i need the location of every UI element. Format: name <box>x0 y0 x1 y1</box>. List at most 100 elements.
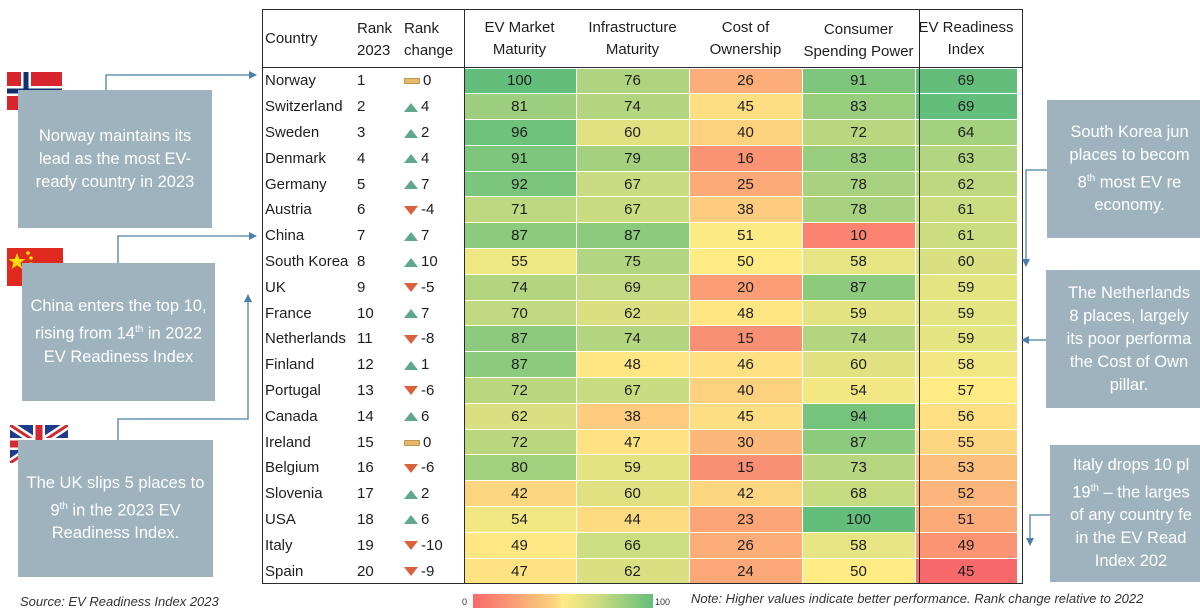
rank-change-value: -10 <box>421 536 443 554</box>
rank-change-cell: 0 <box>399 68 463 94</box>
callout-south-korea: South Korea jun places to becom 8th most… <box>1047 100 1200 238</box>
score-cell-infrastructure: 69 <box>575 273 690 301</box>
index-cell: 55 <box>914 428 1018 456</box>
score-cell-cost: 15 <box>688 454 803 482</box>
index-cell: 53 <box>914 454 1018 482</box>
country-cell: Ireland <box>265 433 311 451</box>
score-cell-infrastructure: 75 <box>575 248 690 275</box>
score-cell-infrastructure: 67 <box>575 170 690 198</box>
table-row: Austria 6 -4 71 67 38 78 61 <box>262 196 1018 224</box>
score-cell-spending: 83 <box>801 93 916 121</box>
score-cell-spending: 83 <box>801 144 916 172</box>
rank-cell: 1 <box>357 72 366 90</box>
index-cell: 62 <box>914 170 1018 198</box>
country-cell: USA <box>265 510 296 528</box>
country-cell: Italy <box>265 536 293 554</box>
index-cell: 63 <box>914 144 1018 172</box>
callout-norway-text: Norway maintains its lead as the most EV… <box>35 126 195 191</box>
score-cell-cost: 15 <box>688 325 803 353</box>
connector-italy <box>1026 514 1050 546</box>
rank-change-value: -9 <box>421 562 435 580</box>
index-cell: 59 <box>914 325 1018 353</box>
index-cell: 61 <box>914 196 1018 224</box>
score-cell-cost: 42 <box>688 480 803 508</box>
table-row: Norway 1 0 100 76 26 91 69 <box>262 67 1018 95</box>
score-cell-spending: 10 <box>801 222 916 250</box>
table-row: France 10 7 70 62 48 59 59 <box>262 299 1018 327</box>
rank-change-cell: 7 <box>399 300 463 326</box>
callout-italy-text: Italy drops 10 pl 19th – the larges of a… <box>1050 454 1200 574</box>
score-cell-cost: 24 <box>688 557 803 585</box>
header-ev-readiness-index: EV Readiness Index <box>918 19 1014 59</box>
callout-south-korea-line2: places to becom <box>1069 145 1190 164</box>
score-cell-cost: 30 <box>688 428 803 456</box>
score-cell-ev-market: 87 <box>462 351 577 379</box>
rank-change-value: -5 <box>421 278 435 296</box>
table-row: Slovenia 17 2 42 60 42 68 52 <box>262 480 1018 508</box>
table-row: Netherlands 11 -8 87 74 15 74 59 <box>262 325 1018 353</box>
score-cell-infrastructure: 44 <box>575 506 690 533</box>
table-row: Ireland 15 0 72 47 30 87 55 <box>262 428 1018 456</box>
country-cell: China <box>265 227 305 245</box>
score-cell-infrastructure: 67 <box>575 377 690 404</box>
connector-china <box>117 232 257 263</box>
score-cell-infrastructure: 76 <box>575 67 690 95</box>
callout-italy: Italy drops 10 pl 19th – the larges of a… <box>1050 445 1200 582</box>
rank-cell: 15 <box>357 433 374 451</box>
country-cell: Finland <box>265 356 315 374</box>
score-cell-ev-market: 100 <box>462 67 577 95</box>
callout-netherlands: The Netherlands 8 places, largely its po… <box>1046 270 1200 408</box>
rank-down-icon <box>404 567 418 577</box>
rank-change-cell: -5 <box>399 274 463 300</box>
rank-change-cell: 1 <box>399 352 463 378</box>
score-cell-cost: 51 <box>688 222 803 250</box>
callout-china: China enters the top 10, rising from 14t… <box>22 263 215 401</box>
callout-netherlands-line5: pillar. <box>1109 375 1149 394</box>
score-cell-cost: 16 <box>688 144 803 172</box>
score-cell-spending: 50 <box>801 557 916 585</box>
score-cell-cost: 48 <box>688 299 803 327</box>
rank-change-value: 0 <box>423 433 432 451</box>
callout-uk-text: The UK slips 5 places to 9th in the 2023… <box>18 472 213 546</box>
rank-up-icon <box>404 180 418 190</box>
index-cell: 69 <box>914 67 1018 95</box>
callout-netherlands-line1: The Netherlands <box>1068 283 1190 302</box>
legend-min-label: 0 <box>462 597 468 607</box>
rank-cell: 8 <box>357 252 366 270</box>
country-cell: Spain <box>265 562 304 580</box>
header-consumer-spending-power: Consumer Spending Power <box>803 20 914 61</box>
callout-italy-line1: Italy drops 10 pl <box>1072 455 1190 474</box>
rank-cell: 3 <box>357 123 366 141</box>
rank-change-cell: -9 <box>399 558 463 584</box>
rank-cell: 13 <box>357 381 374 399</box>
table-row: USA 18 6 54 44 23 100 51 <box>262 506 1018 533</box>
score-cell-ev-market: 42 <box>462 480 577 508</box>
table-row: Denmark 4 4 91 79 16 83 63 <box>262 144 1018 172</box>
score-cell-infrastructure: 67 <box>575 196 690 224</box>
rank-up-icon <box>404 257 418 267</box>
rank-change-cell: 4 <box>399 94 463 120</box>
country-cell: Belgium <box>265 459 320 477</box>
rank-change-cell: 4 <box>399 145 463 171</box>
rank-cell: 18 <box>357 510 374 528</box>
score-cell-spending: 78 <box>801 170 916 198</box>
rank-up-icon <box>404 128 418 138</box>
score-cell-cost: 50 <box>688 248 803 275</box>
rank-change-value: -6 <box>421 459 435 477</box>
score-cell-spending: 87 <box>801 273 916 301</box>
country-cell: UK <box>265 278 286 296</box>
rank-change-value: 2 <box>421 485 430 503</box>
score-cell-infrastructure: 38 <box>575 402 690 430</box>
rank-change-value: -4 <box>421 201 435 219</box>
callout-italy-line4: in the EV Read <box>1075 529 1187 548</box>
rank-change-cell: -6 <box>399 378 463 404</box>
score-cell-cost: 45 <box>688 93 803 121</box>
table-row: South Korea 8 10 55 75 50 58 60 <box>262 248 1018 275</box>
index-cell: 61 <box>914 222 1018 250</box>
rank-change-cell: -4 <box>399 197 463 223</box>
score-cell-spending: 74 <box>801 325 916 353</box>
source-note: Source: EV Readiness Index 2023 <box>20 594 219 609</box>
callout-netherlands-line3: its poor performa <box>1066 329 1192 348</box>
rank-cell: 10 <box>357 304 374 322</box>
rank-down-icon <box>404 283 418 293</box>
